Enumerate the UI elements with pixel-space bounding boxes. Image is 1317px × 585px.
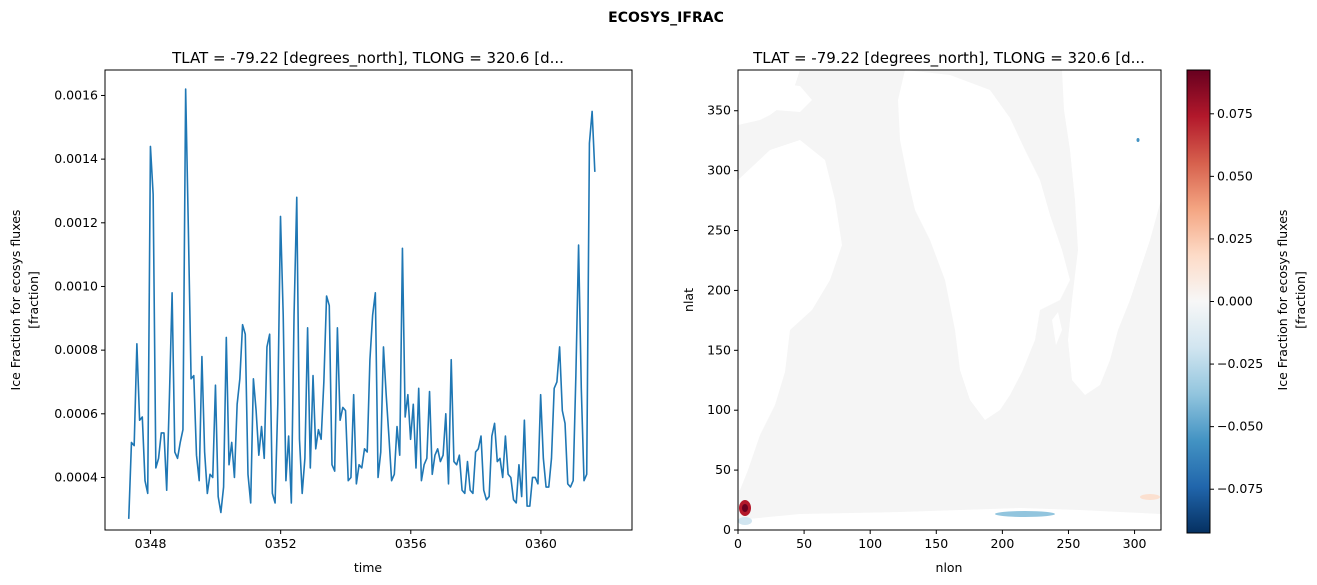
colorbar: −0.075 −0.050 −0.025 0.000 0.025 0.050 0.075 I… — [1186, 69, 1308, 534]
line-chart-plot-area: 0348 0352 0356 0360 0.0004 0.0006 0.0008 0.0010… — [54, 87, 596, 551]
line-y-tick-label: 0.0014 — [54, 151, 98, 166]
line-x-tick-label: 0352 — [265, 536, 297, 551]
map-x-tick-label: 300 — [1123, 536, 1147, 551]
colorbar-tick-label: −0.025 — [1217, 356, 1263, 371]
map-anomaly-red-core — [742, 504, 748, 512]
map-chart-frame — [737, 69, 1162, 531]
line-x-tick-label: 0360 — [525, 536, 557, 551]
line-chart-ylabel-line2: [fraction] — [26, 271, 41, 329]
line-chart-xlabel: time — [354, 560, 383, 575]
line-y-tick-label: 0.0012 — [54, 215, 98, 230]
line-chart-frame — [104, 69, 633, 531]
map-plot-area — [738, 70, 1161, 530]
colorbar-tick-label: 0.075 — [1217, 106, 1253, 121]
land-greenland — [760, 82, 812, 112]
map-y-tick-label: 150 — [707, 342, 731, 357]
map-y-tick-label: 300 — [707, 163, 731, 178]
map-y-tick-label: 200 — [707, 282, 731, 297]
colorbar-label-line1: Ice Fraction for ecosys fluxes — [1275, 210, 1290, 391]
land-south-america — [738, 140, 842, 490]
colorbar-label-line2: [fraction] — [1293, 271, 1308, 329]
colorbar-tick-label: −0.050 — [1217, 419, 1263, 434]
colorbar-gradient — [1187, 70, 1210, 533]
map-y-tick-label: 250 — [707, 223, 731, 238]
map-y-tick-label: 0 — [723, 522, 731, 537]
line-y-tick-label: 0.0004 — [54, 469, 98, 484]
colorbar-tick-label: −0.075 — [1217, 481, 1263, 496]
line-series — [127, 88, 596, 519]
map-axis-ticks: 0 50 100 150 200 250 300 0 50 100 150 200 250 300 350 — [707, 103, 1146, 551]
colorbar-tick-label: 0.050 — [1217, 168, 1253, 183]
map-chart-ylabel: nlat — [681, 288, 696, 312]
colorbar-ticks: −0.075 −0.050 −0.025 0.000 0.025 0.050 0.075 — [1210, 106, 1263, 496]
map-anomaly-faint-blue — [738, 517, 752, 525]
figure-suptitle: ECOSYS_IFRAC — [608, 10, 724, 26]
line-y-tick-label: 0.0008 — [54, 342, 98, 357]
map-chart-title: TLAT = -79.22 [degrees_north], TLONG = 3… — [752, 49, 1145, 68]
line-y-tick-label: 0.0016 — [54, 87, 98, 102]
map-chart-panel: TLAT = -79.22 [degrees_north], TLONG = 3… — [681, 49, 1162, 575]
map-x-tick-label: 0 — [734, 536, 742, 551]
line-y-tick-label: 0.0006 — [54, 406, 98, 421]
map-x-tick-label: 200 — [990, 536, 1014, 551]
colorbar-tick-label: 0.025 — [1217, 231, 1253, 246]
map-y-tick-label: 100 — [707, 402, 731, 417]
line-x-tick-label: 0356 — [395, 536, 427, 551]
line-chart-panel: TLAT = -79.22 [degrees_north], TLONG = 3… — [8, 49, 633, 575]
line-chart-title: TLAT = -79.22 [degrees_north], TLONG = 3… — [171, 49, 564, 68]
line-y-tick-label: 0.0010 — [54, 278, 98, 293]
map-y-tick-label: 350 — [707, 103, 731, 118]
map-anomaly-blue-band — [995, 511, 1055, 517]
land-africa — [898, 70, 1070, 420]
land-eurasia-australia — [1062, 70, 1161, 395]
land-island-madagascar — [1052, 312, 1062, 345]
land-antarctica — [738, 508, 1161, 530]
map-anomaly-blue-dot — [1136, 138, 1140, 142]
map-y-tick-label: 50 — [715, 462, 731, 477]
line-chart-ylabel-line1: Ice Fraction for ecosys fluxes — [8, 210, 23, 391]
map-chart-xlabel: nlon — [936, 560, 963, 575]
map-x-tick-label: 150 — [924, 536, 948, 551]
map-x-tick-label: 250 — [1057, 536, 1081, 551]
map-x-tick-label: 100 — [858, 536, 882, 551]
map-x-tick-label: 50 — [796, 536, 812, 551]
colorbar-tick-label: 0.000 — [1217, 294, 1253, 309]
line-x-tick-label: 0348 — [135, 536, 167, 551]
map-anomaly-faint-red — [1140, 494, 1160, 500]
